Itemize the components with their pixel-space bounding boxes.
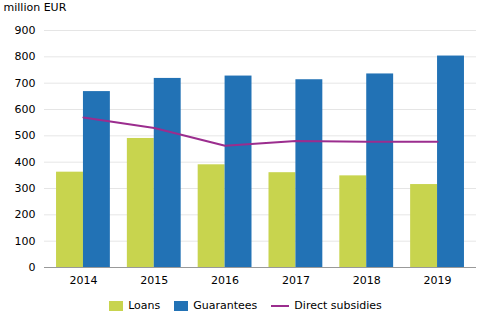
svg-text:600: 600 xyxy=(15,103,36,116)
svg-text:800: 800 xyxy=(15,50,36,63)
svg-text:100: 100 xyxy=(15,235,36,248)
svg-text:million EUR: million EUR xyxy=(4,1,67,14)
svg-text:500: 500 xyxy=(15,129,36,142)
svg-text:200: 200 xyxy=(15,208,36,221)
svg-text:0: 0 xyxy=(29,261,36,274)
svg-text:2015: 2015 xyxy=(140,274,168,287)
svg-text:2016: 2016 xyxy=(211,274,239,287)
svg-text:2018: 2018 xyxy=(353,274,381,287)
svg-text:900: 900 xyxy=(15,24,36,37)
html-text:Direct subsidies: Direct subsidies xyxy=(294,299,382,312)
svg-text:700: 700 xyxy=(15,77,36,90)
svg-text:400: 400 xyxy=(15,156,36,169)
svg-text:2019: 2019 xyxy=(424,274,452,287)
html-text:Guarantees: Guarantees xyxy=(193,299,258,312)
svg-text:300: 300 xyxy=(15,182,36,195)
html-text:Loans: Loans xyxy=(128,299,161,312)
svg-text:2017: 2017 xyxy=(282,274,310,287)
svg-text:2014: 2014 xyxy=(69,274,97,287)
